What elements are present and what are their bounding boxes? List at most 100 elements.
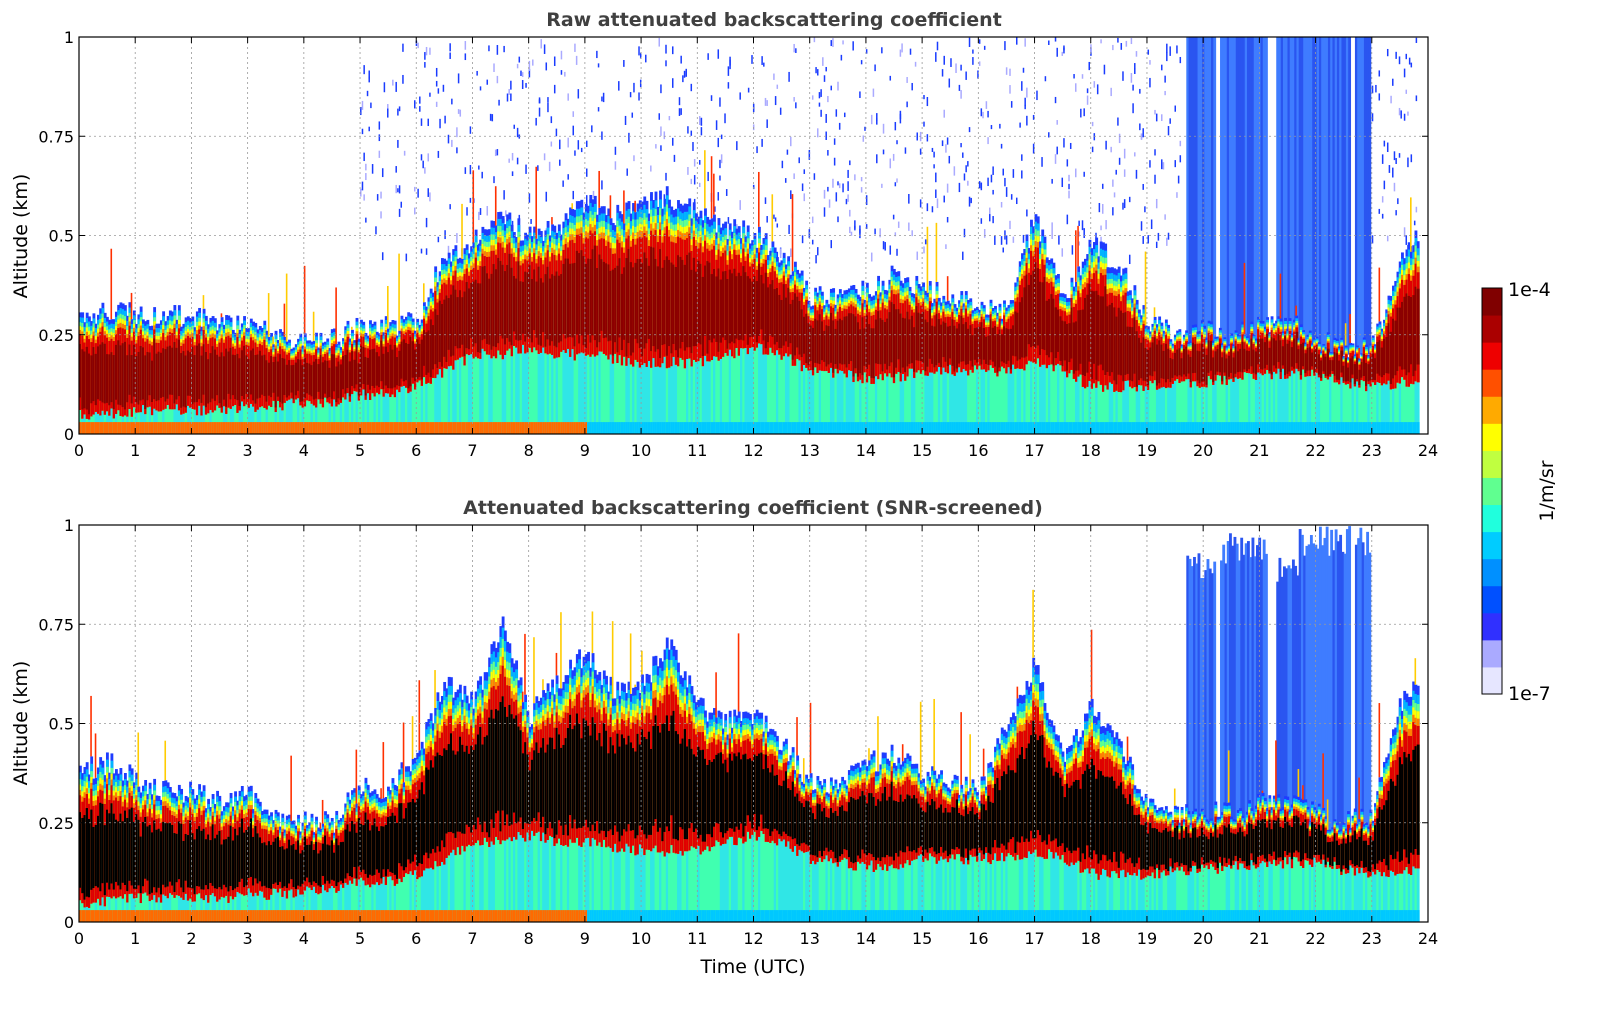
surface-band xyxy=(485,354,489,434)
noise-speckle xyxy=(1179,155,1182,163)
noise-speckle xyxy=(572,190,575,200)
ground-band xyxy=(1068,422,1072,434)
surface-band xyxy=(632,366,635,434)
surface-band xyxy=(695,361,698,434)
saturated-core xyxy=(919,313,923,362)
ground-band xyxy=(537,422,541,434)
ground-band xyxy=(845,422,849,434)
ground-band xyxy=(982,422,986,434)
saturated-core xyxy=(834,328,838,365)
noise-speckle xyxy=(511,171,514,177)
ground-band xyxy=(805,422,809,434)
saturated-core xyxy=(1061,320,1065,367)
noise-speckle xyxy=(793,173,795,180)
noise-speckle xyxy=(1113,192,1116,198)
surface-band xyxy=(503,354,507,434)
surface-band xyxy=(1099,384,1103,434)
surface-band xyxy=(710,360,714,434)
noise-speckle xyxy=(882,149,885,155)
noise-speckle xyxy=(633,155,635,162)
saturated-core xyxy=(422,330,426,366)
saturated-core xyxy=(132,344,136,397)
saturated-core xyxy=(101,342,105,403)
noise-speckle xyxy=(1004,230,1006,240)
surface-band xyxy=(616,363,620,434)
noise-speckle xyxy=(1032,143,1035,154)
noise-speckle xyxy=(882,123,885,134)
surface-band xyxy=(778,354,782,434)
noise-speckle xyxy=(865,49,868,54)
ground-band xyxy=(123,422,127,434)
surface-band xyxy=(713,356,716,434)
noise-speckle xyxy=(899,49,902,57)
ground-band xyxy=(643,422,647,434)
noise-speckle xyxy=(1135,169,1138,179)
noise-speckle xyxy=(849,209,851,217)
plume-spike xyxy=(272,336,274,345)
ice-cloud-column xyxy=(1197,37,1201,355)
noise-speckle xyxy=(650,165,652,172)
noise-speckle xyxy=(1154,174,1156,184)
ground-band xyxy=(155,422,159,434)
surface-band xyxy=(935,371,939,434)
noise-speckle xyxy=(698,160,701,165)
noise-speckle xyxy=(1383,180,1386,190)
surface-band xyxy=(647,360,651,434)
noise-speckle xyxy=(538,99,541,104)
saturated-core xyxy=(393,345,397,388)
noise-speckle xyxy=(429,47,431,55)
noise-speckle xyxy=(835,109,838,117)
noise-speckle xyxy=(1022,67,1025,73)
noise-speckle xyxy=(1066,159,1069,167)
surface-band xyxy=(405,387,408,434)
saturated-core xyxy=(463,291,467,357)
noise-speckle xyxy=(1056,47,1058,57)
surface-band xyxy=(1014,368,1018,434)
surface-band xyxy=(969,369,973,434)
saturated-core xyxy=(823,330,827,362)
surface-band xyxy=(1000,366,1004,434)
saturated-core xyxy=(431,325,435,370)
surface-band xyxy=(733,358,737,434)
ice-cloud-column xyxy=(1307,37,1311,355)
ground-band xyxy=(348,422,352,434)
saturated-core xyxy=(600,259,604,331)
surface-band xyxy=(942,367,946,434)
saturated-core xyxy=(973,328,977,360)
surface-band xyxy=(380,389,384,434)
saturated-core xyxy=(647,265,651,339)
surface-band xyxy=(578,353,581,434)
noise-speckle xyxy=(693,175,696,185)
plume-spike xyxy=(1075,230,1077,282)
noise-speckle xyxy=(1026,87,1028,98)
saturated-core xyxy=(566,258,570,338)
saturated-core xyxy=(580,250,584,336)
surface-band xyxy=(319,403,323,434)
noise-speckle xyxy=(1383,140,1386,147)
noise-speckle xyxy=(968,127,971,133)
noise-speckle xyxy=(936,41,939,51)
saturated-core xyxy=(249,350,253,395)
saturated-core xyxy=(539,278,543,346)
ground-band xyxy=(391,422,395,434)
surface-band xyxy=(1063,371,1067,434)
noise-speckle xyxy=(946,183,949,193)
saturated-core xyxy=(308,363,312,395)
surface-band xyxy=(467,355,471,434)
noise-speckle xyxy=(1063,45,1065,51)
noise-speckle xyxy=(1012,236,1015,243)
noise-speckle xyxy=(1005,67,1008,75)
saturated-core xyxy=(497,257,501,344)
ground-band xyxy=(881,422,885,434)
ground-band xyxy=(762,422,766,434)
surface-band xyxy=(474,356,478,434)
ground-band xyxy=(742,422,746,434)
noise-speckle xyxy=(547,102,549,113)
plume-spike xyxy=(623,190,625,224)
surface-band xyxy=(279,407,282,434)
saturated-core xyxy=(447,298,451,350)
plume-spike xyxy=(791,194,794,272)
noise-speckle xyxy=(511,152,514,161)
surface-band xyxy=(463,365,467,434)
noise-speckle xyxy=(813,37,816,43)
